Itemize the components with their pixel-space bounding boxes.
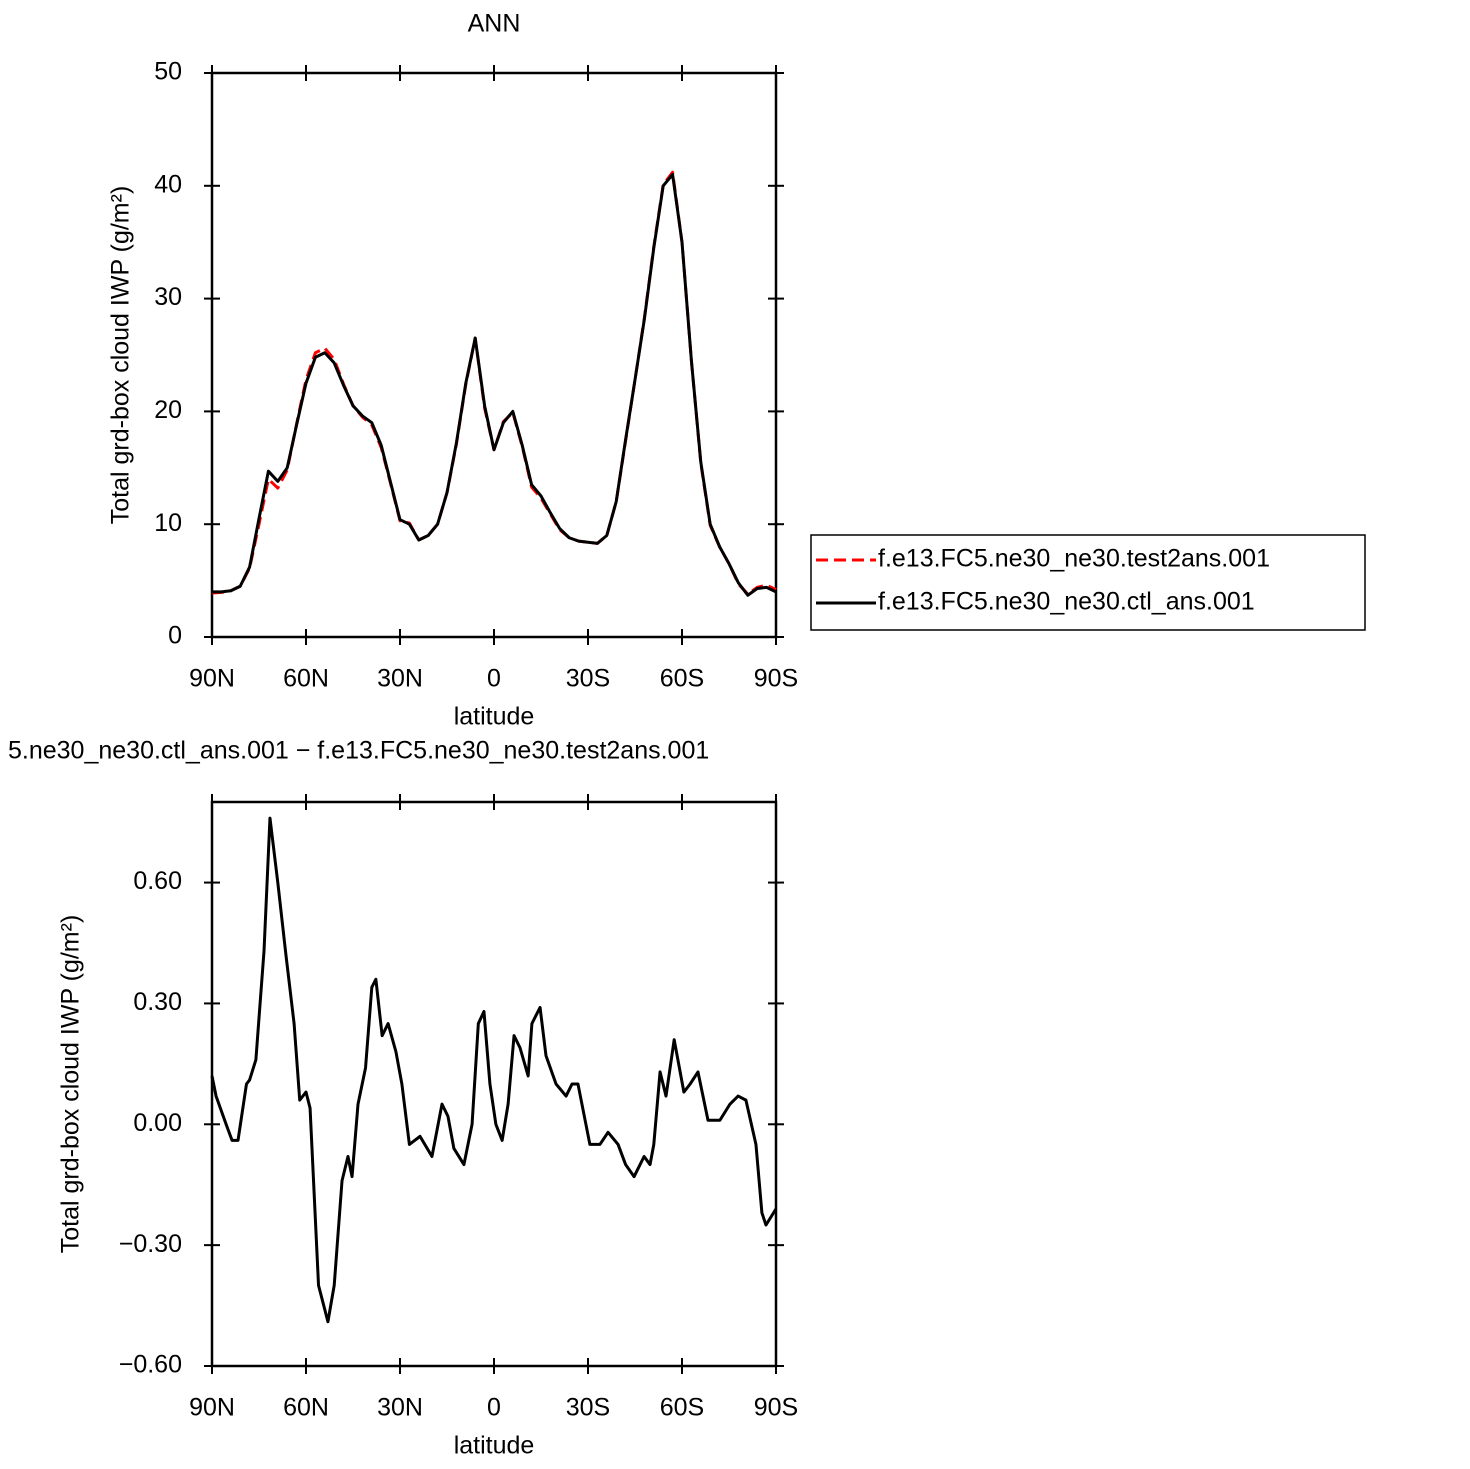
plot-frame: [210, 800, 778, 1368]
line-series: [210, 816, 778, 1324]
x-tick-label: 30N: [377, 1394, 423, 1422]
x-tick-label: 90S: [754, 1394, 798, 1422]
y-tick-label: 10: [154, 509, 182, 537]
x-tick-label: 90N: [189, 665, 235, 693]
y-tick-label: 50: [154, 58, 182, 86]
legend-label: f.e13.FC5.ne30_ne30.ctl_ans.001: [878, 588, 1255, 616]
x-tick-label: 0: [487, 1394, 501, 1422]
line-series: [212, 173, 777, 597]
x-axis-label: latitude: [454, 1432, 535, 1460]
x-axis-label: latitude: [454, 703, 535, 731]
y-tick-label: 0.60: [133, 867, 182, 895]
legend: f.e13.FC5.ne30_ne30.test2ans.001 f.e13.FC…: [810, 534, 1366, 631]
y-tick-label: 0.30: [133, 988, 182, 1016]
y-tick-label: −0.60: [119, 1351, 182, 1379]
chart-title: 5.ne30_ne30.ctl_ans.001 − f.e13.FC5.ne30…: [8, 737, 709, 765]
x-tick-label: 0: [487, 665, 501, 693]
legend-label: f.e13.FC5.ne30_ne30.test2ans.001: [878, 545, 1270, 573]
y-tick-label: 20: [154, 396, 182, 424]
y-tick-label: 0: [168, 622, 182, 650]
y-axis-label: Total grd-box cloud IWP (g/m²): [107, 186, 135, 525]
x-tick-label: 30S: [566, 665, 610, 693]
x-tick-label: 90N: [189, 1394, 235, 1422]
line-series: [211, 170, 777, 596]
legend-box: [810, 534, 1366, 631]
y-tick-label: 40: [154, 170, 182, 198]
x-tick-label: 60S: [660, 665, 704, 693]
x-tick-label: 30N: [377, 665, 423, 693]
x-tick-label: 60S: [660, 1394, 704, 1422]
x-tick-label: 90S: [754, 665, 798, 693]
x-tick-label: 60N: [283, 1394, 329, 1422]
y-tick-label: 0.00: [133, 1109, 182, 1137]
y-tick-label: −0.30: [119, 1230, 182, 1258]
y-tick-label: 30: [154, 283, 182, 311]
y-axis-label: Total grd-box cloud IWP (g/m²): [57, 915, 85, 1254]
chart-title: ANN: [468, 10, 521, 38]
plot-frame: [210, 71, 778, 639]
x-tick-label: 30S: [566, 1394, 610, 1422]
x-tick-label: 60N: [283, 665, 329, 693]
